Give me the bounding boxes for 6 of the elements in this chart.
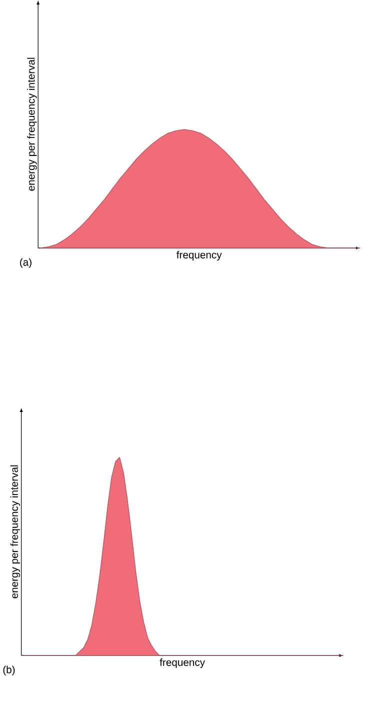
x-axis-title: frequency bbox=[160, 658, 206, 668]
text: (a) bbox=[20, 258, 32, 268]
text: (b) bbox=[3, 666, 15, 676]
y-axis-title: energy per frequency interval bbox=[27, 58, 37, 191]
y-axis-title: energy per frequency interval bbox=[10, 465, 20, 598]
x-axis-title: frequency bbox=[176, 250, 222, 261]
